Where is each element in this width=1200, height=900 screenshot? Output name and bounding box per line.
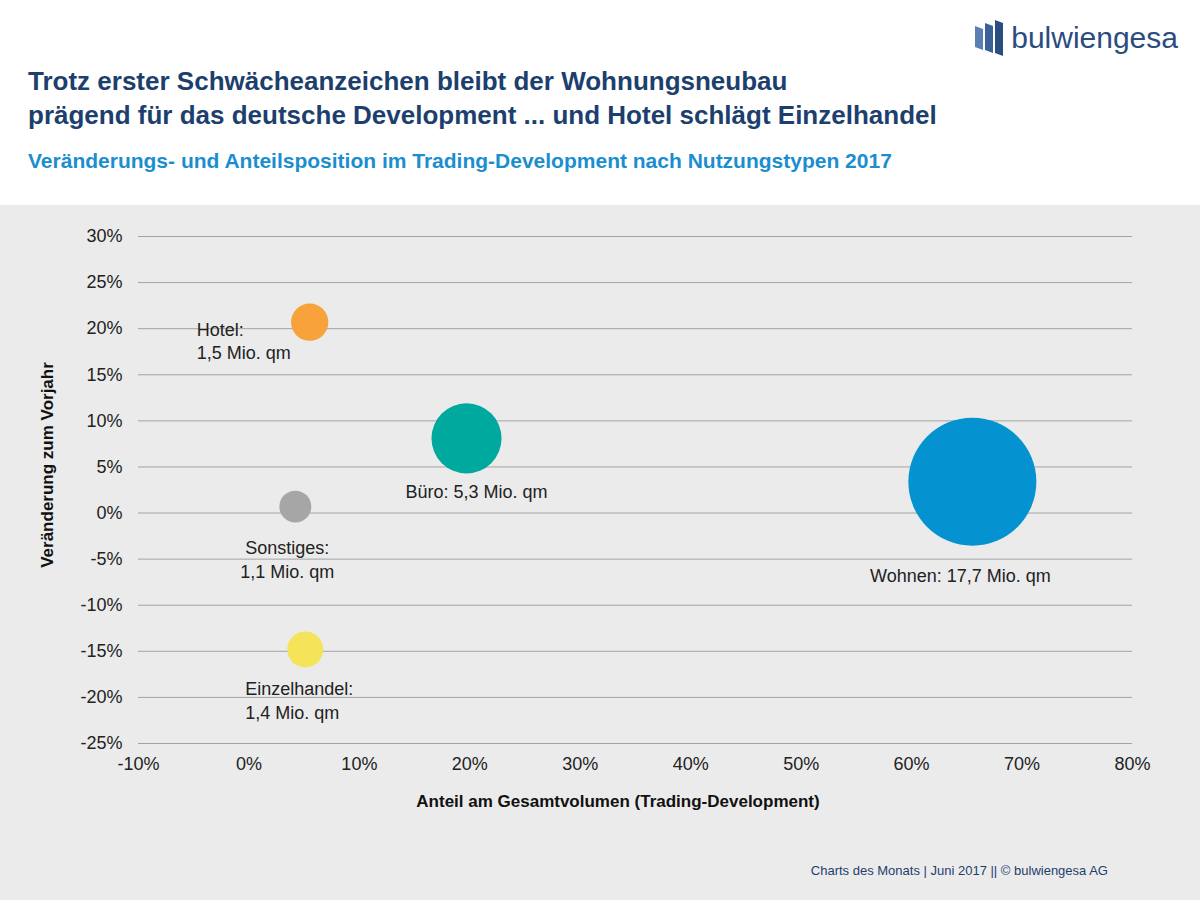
svg-text:80%: 80% (1114, 754, 1150, 774)
svg-text:-25%: -25% (80, 733, 122, 753)
html-text:Charts des Monats | Juni 2017: Charts des Monats | Juni 2017 || © bulwi… (810, 863, 1108, 878)
svg-text:-15%: -15% (80, 641, 122, 661)
svg-text:-20%: -20% (80, 687, 122, 707)
html-text:prägend für das deutsche Devel: prägend für das deutsche Development ...… (28, 100, 937, 130)
svg-text:15%: 15% (86, 365, 122, 385)
svg-text:-10%: -10% (80, 595, 122, 615)
svg-text:20%: 20% (86, 318, 122, 338)
svg-text:Sonstiges:1,1 Mio. qm: Sonstiges:1,1 Mio. qm (240, 538, 334, 581)
html-text:Veränderung zum Vorjahr: Veränderung zum Vorjahr (38, 362, 57, 568)
svg-text:0%: 0% (96, 503, 122, 523)
svg-text:70%: 70% (1004, 754, 1040, 774)
html-text:Trotz erster Schwächeanzeichen: Trotz erster Schwächeanzeichen bleibt de… (28, 66, 788, 96)
svg-text:-5%: -5% (90, 549, 122, 569)
svg-text:25%: 25% (86, 272, 122, 292)
svg-text:10%: 10% (341, 754, 377, 774)
svg-text:60%: 60% (894, 754, 930, 774)
svg-text:Wohnen: 17,7 Mio. qm: Wohnen: 17,7 Mio. qm (870, 566, 1051, 586)
svg-text:30%: 30% (86, 226, 122, 246)
html-text:bulwiengesa: bulwiengesa (1011, 21, 1178, 54)
html-text:Anteil am Gesamtvolumen (Tradi: Anteil am Gesamtvolumen (Trading-Develop… (416, 792, 820, 811)
svg-text:Büro: 5,3 Mio. qm: Büro: 5,3 Mio. qm (405, 482, 547, 502)
svg-text:50%: 50% (783, 754, 819, 774)
svg-text:40%: 40% (673, 754, 709, 774)
svg-text:-10%: -10% (117, 754, 159, 774)
svg-text:20%: 20% (452, 754, 488, 774)
svg-text:Einzelhandel:1,4 Mio. qm: Einzelhandel:1,4 Mio. qm (245, 679, 353, 722)
svg-text:Hotel:1,5 Mio. qm: Hotel:1,5 Mio. qm (197, 320, 291, 363)
svg-text:30%: 30% (562, 754, 598, 774)
svg-text:10%: 10% (86, 411, 122, 431)
svg-text:0%: 0% (236, 754, 262, 774)
svg-text:5%: 5% (96, 457, 122, 477)
html-text:Veränderungs- und Anteilsposit: Veränderungs- und Anteilsposition im Tra… (28, 149, 892, 172)
